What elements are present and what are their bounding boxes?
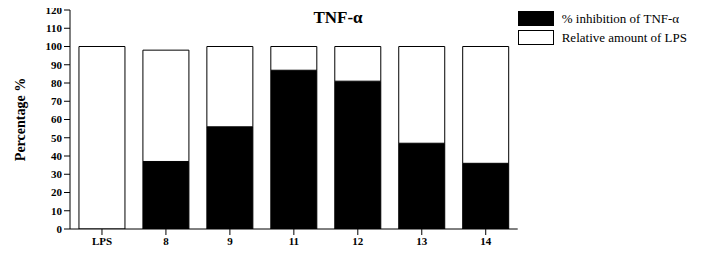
svg-text:LPS: LPS — [92, 235, 112, 247]
svg-text:9: 9 — [227, 235, 233, 247]
svg-text:90: 90 — [51, 59, 63, 71]
svg-text:100: 100 — [46, 40, 63, 52]
svg-text:14: 14 — [480, 235, 492, 247]
svg-text:20: 20 — [51, 186, 63, 198]
svg-text:30: 30 — [51, 168, 63, 180]
svg-text:60: 60 — [51, 113, 63, 125]
svg-text:0: 0 — [57, 223, 63, 235]
svg-text:10: 10 — [51, 205, 63, 217]
svg-text:110: 110 — [46, 22, 62, 34]
svg-text:80: 80 — [51, 77, 63, 89]
svg-text:13: 13 — [416, 235, 428, 247]
html-text:% inhibition of TNF-α: % inhibition of TNF-α — [561, 11, 680, 26]
svg-text:11: 11 — [289, 235, 299, 247]
html-text:TNF-α: TNF-α — [313, 8, 363, 27]
svg-text:120: 120 — [46, 8, 63, 16]
svg-text:40: 40 — [51, 150, 63, 162]
html-text:Relative amount of LPS: Relative amount of LPS — [561, 30, 687, 45]
svg-text:8: 8 — [163, 235, 169, 247]
svg-text:70: 70 — [51, 95, 63, 107]
svg-text:12: 12 — [352, 235, 364, 247]
svg-text:50: 50 — [51, 132, 63, 144]
svg-text:Percentage %: Percentage % — [13, 78, 28, 161]
